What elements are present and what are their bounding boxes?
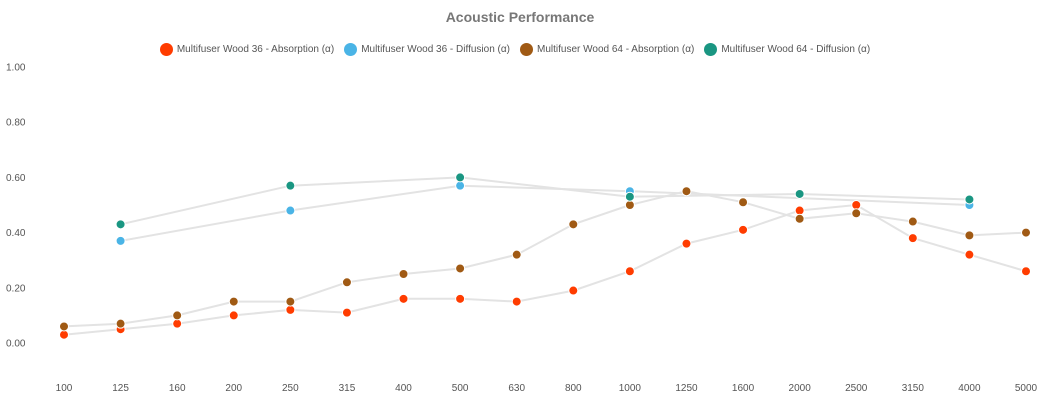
data-point[interactable] [172, 310, 183, 321]
chart-title: Acoustic Performance [445, 9, 595, 25]
data-point[interactable] [1021, 266, 1031, 277]
data-point[interactable] [907, 216, 918, 227]
legend-label: Multifuser Wood 36 - Absorption (α) [176, 44, 335, 55]
x-tick-label: 500 [452, 383, 469, 394]
data-point[interactable] [738, 224, 749, 235]
x-tick-label: 3150 [902, 383, 925, 394]
x-tick-label: 2500 [845, 383, 868, 394]
y-tick-label: 0.80 [6, 118, 26, 129]
x-tick-label: 400 [395, 383, 412, 394]
data-point[interactable] [851, 200, 862, 210]
data-point[interactable] [624, 266, 635, 277]
data-point[interactable] [624, 191, 635, 202]
legend-item-wood64-diffusion[interactable]: Multifuser Wood 64 - Diffusion (α) [704, 43, 870, 56]
data-point[interactable] [59, 321, 69, 332]
data-point[interactable] [907, 233, 918, 244]
data-point[interactable] [964, 194, 975, 205]
data-point[interactable] [455, 293, 466, 304]
data-point[interactable] [738, 197, 749, 208]
data-point[interactable] [285, 180, 296, 191]
data-point[interactable] [115, 318, 126, 329]
legend: Multifuser Wood 36 - Absorption (α) Mult… [0, 43, 1040, 56]
data-point[interactable] [285, 296, 296, 307]
series-line [63, 203, 1027, 336]
legend-marker-icon [520, 43, 533, 56]
legend-item-wood64-absorption[interactable]: Multifuser Wood 64 - Absorption (α) [520, 43, 694, 56]
data-point[interactable] [228, 310, 239, 321]
legend-item-wood36-absorption[interactable]: Multifuser Wood 36 - Absorption (α) [159, 43, 335, 56]
data-point[interactable] [398, 269, 409, 279]
data-point[interactable] [341, 277, 352, 288]
legend-label: Multifuser Wood 64 - Diffusion (α) [721, 44, 871, 55]
data-point[interactable] [228, 296, 239, 307]
data-point[interactable] [1021, 227, 1031, 238]
data-point[interactable] [568, 219, 579, 230]
x-tick-label: 5000 [1015, 383, 1038, 394]
data-point[interactable] [455, 263, 466, 274]
x-tick-label: 800 [565, 383, 582, 394]
data-point[interactable] [59, 329, 69, 340]
legend-marker-icon [704, 43, 718, 56]
y-tick-label: 0.00 [6, 339, 26, 350]
data-point[interactable] [568, 285, 579, 296]
x-tick-label: 315 [339, 383, 356, 394]
x-tick-label: 1250 [675, 383, 698, 394]
x-tick-label: 2000 [789, 383, 812, 394]
y-tick-label: 1.00 [6, 63, 26, 74]
data-point[interactable] [681, 186, 692, 197]
legend-marker-icon [159, 43, 173, 56]
data-point[interactable] [115, 219, 126, 230]
data-point[interactable] [455, 172, 466, 183]
data-point[interactable] [285, 205, 296, 216]
legend-item-wood36-diffusion[interactable]: Multifuser Wood 36 - Diffusion (α) [344, 43, 510, 56]
x-tick-label: 630 [508, 383, 525, 394]
x-tick-label: 160 [169, 383, 186, 394]
data-point[interactable] [285, 304, 296, 315]
data-point[interactable] [341, 307, 352, 318]
data-point[interactable] [794, 205, 805, 216]
series-line [120, 184, 970, 242]
x-tick-label: 1600 [732, 383, 755, 394]
data-point[interactable] [624, 200, 635, 210]
data-point[interactable] [851, 208, 862, 219]
series-line [120, 176, 970, 226]
y-tick-label: 0.60 [6, 173, 26, 184]
data-point[interactable] [964, 230, 975, 241]
data-point[interactable] [794, 213, 805, 224]
data-point[interactable] [794, 188, 805, 199]
x-tick-label: 125 [112, 383, 129, 394]
data-point[interactable] [511, 249, 522, 260]
legend-label: Multifuser Wood 36 - Diffusion (α) [361, 44, 510, 55]
y-tick-label: 0.40 [6, 228, 26, 239]
data-point[interactable] [172, 318, 183, 329]
data-point[interactable] [455, 180, 466, 191]
legend-label: Multifuser Wood 64 - Absorption (α) [537, 44, 695, 55]
data-point[interactable] [398, 293, 409, 304]
data-point[interactable] [681, 238, 692, 249]
x-tick-label: 250 [282, 383, 299, 394]
x-tick-label: 4000 [958, 383, 981, 394]
data-point[interactable] [964, 249, 975, 260]
data-point[interactable] [115, 235, 126, 246]
x-tick-label: 100 [56, 383, 73, 394]
y-tick-label: 0.20 [6, 283, 26, 294]
data-point[interactable] [511, 296, 522, 307]
legend-marker-icon [344, 43, 358, 56]
series-line [63, 190, 1027, 328]
x-tick-label: 1000 [619, 383, 642, 394]
x-tick-label: 200 [225, 383, 242, 394]
